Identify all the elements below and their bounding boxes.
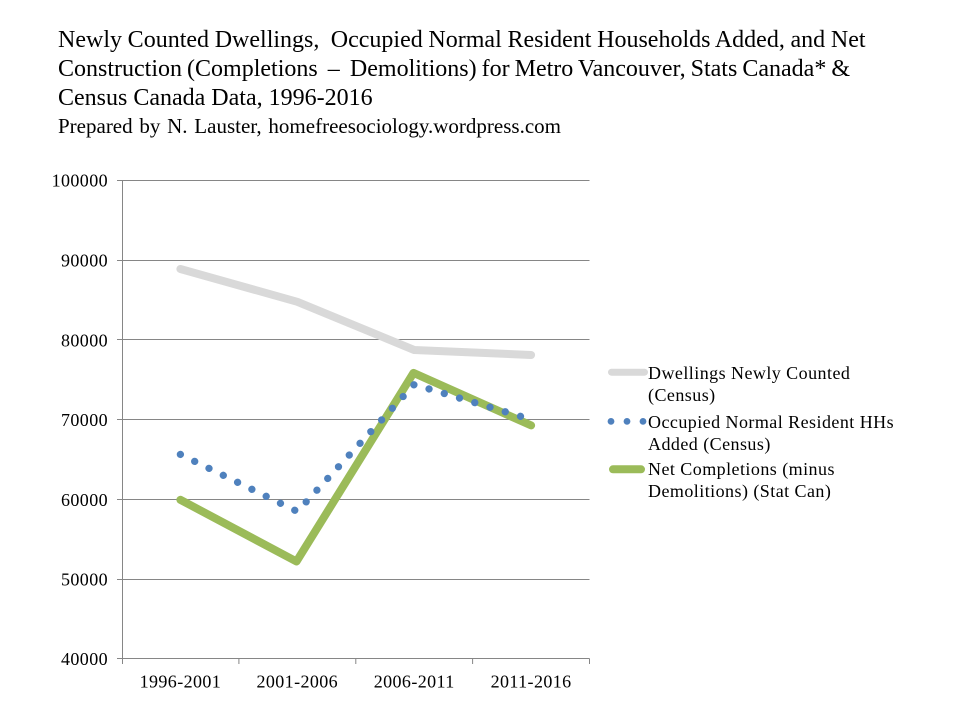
svg-text:80000: 80000 bbox=[61, 330, 108, 350]
svg-text:90000: 90000 bbox=[61, 251, 108, 271]
svg-text:1996-2001: 1996-2001 bbox=[140, 671, 222, 691]
svg-text:70000: 70000 bbox=[61, 410, 108, 430]
svg-text:40000: 40000 bbox=[61, 649, 108, 669]
svg-text:60000: 60000 bbox=[61, 490, 108, 510]
svg-text:2001-2006: 2001-2006 bbox=[256, 671, 338, 691]
svg-text:100000: 100000 bbox=[52, 171, 108, 191]
svg-text:2011-2016: 2011-2016 bbox=[491, 671, 572, 691]
svg-text:2006-2011: 2006-2011 bbox=[374, 671, 455, 691]
svg-text:50000: 50000 bbox=[61, 570, 108, 590]
